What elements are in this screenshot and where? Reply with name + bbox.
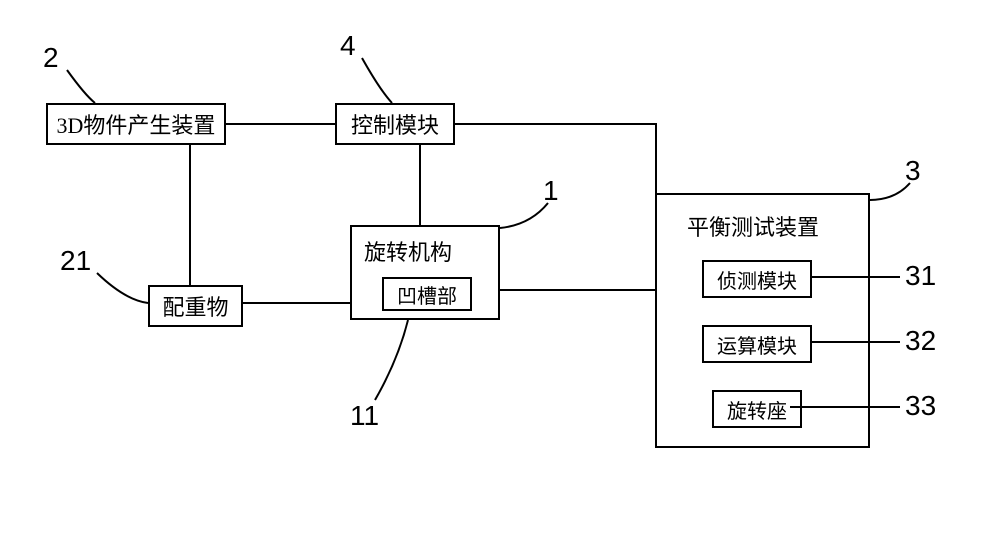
diagram-canvas: 3D物件产生装置 控制模块 配重物 旋转机构 凹槽部 平衡测试装置 侦测模块 运… bbox=[0, 0, 1000, 542]
callout-11: 11 bbox=[350, 400, 379, 432]
node-label: 控制模块 bbox=[351, 108, 439, 140]
node-label: 运算模块 bbox=[717, 330, 797, 359]
node-compute-module: 运算模块 bbox=[702, 325, 812, 363]
connector bbox=[226, 123, 335, 125]
node-counterweight: 配重物 bbox=[148, 285, 243, 327]
callout-1: 1 bbox=[543, 175, 559, 207]
connector bbox=[500, 289, 655, 291]
node-title: 旋转机构 bbox=[364, 235, 452, 267]
node-balance-test-device: 平衡测试装置 侦测模块 运算模块 旋转座 bbox=[655, 193, 870, 448]
node-groove: 凹槽部 bbox=[382, 277, 472, 311]
node-control-module: 控制模块 bbox=[335, 103, 455, 145]
node-label: 3D物件产生装置 bbox=[57, 108, 216, 140]
callout-33: 33 bbox=[905, 390, 936, 422]
callout-2: 2 bbox=[43, 42, 59, 74]
connector bbox=[655, 123, 657, 195]
node-label: 侦测模块 bbox=[717, 265, 797, 294]
node-label: 旋转座 bbox=[727, 395, 787, 424]
callout-32: 32 bbox=[905, 325, 936, 357]
callout-31: 31 bbox=[905, 260, 936, 292]
connector bbox=[455, 123, 655, 125]
callout-3: 3 bbox=[905, 155, 921, 187]
node-rotation-mechanism: 旋转机构 凹槽部 bbox=[350, 225, 500, 320]
node-rotating-seat: 旋转座 bbox=[712, 390, 802, 428]
callout-4: 4 bbox=[340, 30, 356, 62]
connector bbox=[189, 145, 191, 285]
connector bbox=[419, 145, 421, 225]
connector bbox=[243, 302, 350, 304]
node-title: 平衡测试装置 bbox=[687, 210, 819, 242]
node-3d-device: 3D物件产生装置 bbox=[46, 103, 226, 145]
node-label: 配重物 bbox=[162, 290, 228, 322]
node-detection-module: 侦测模块 bbox=[702, 260, 812, 298]
node-label: 凹槽部 bbox=[397, 280, 457, 309]
callout-21: 21 bbox=[60, 245, 91, 277]
